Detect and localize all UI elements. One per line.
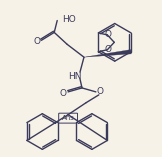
Polygon shape — [84, 50, 131, 57]
Text: HN: HN — [68, 72, 82, 81]
Text: O: O — [60, 89, 67, 98]
Text: HO: HO — [62, 15, 76, 24]
Text: O: O — [105, 45, 112, 54]
FancyBboxPatch shape — [59, 113, 78, 123]
Text: O: O — [96, 87, 103, 96]
Text: O: O — [105, 30, 112, 39]
Text: O: O — [34, 37, 41, 46]
Text: Ans: Ans — [62, 115, 75, 121]
